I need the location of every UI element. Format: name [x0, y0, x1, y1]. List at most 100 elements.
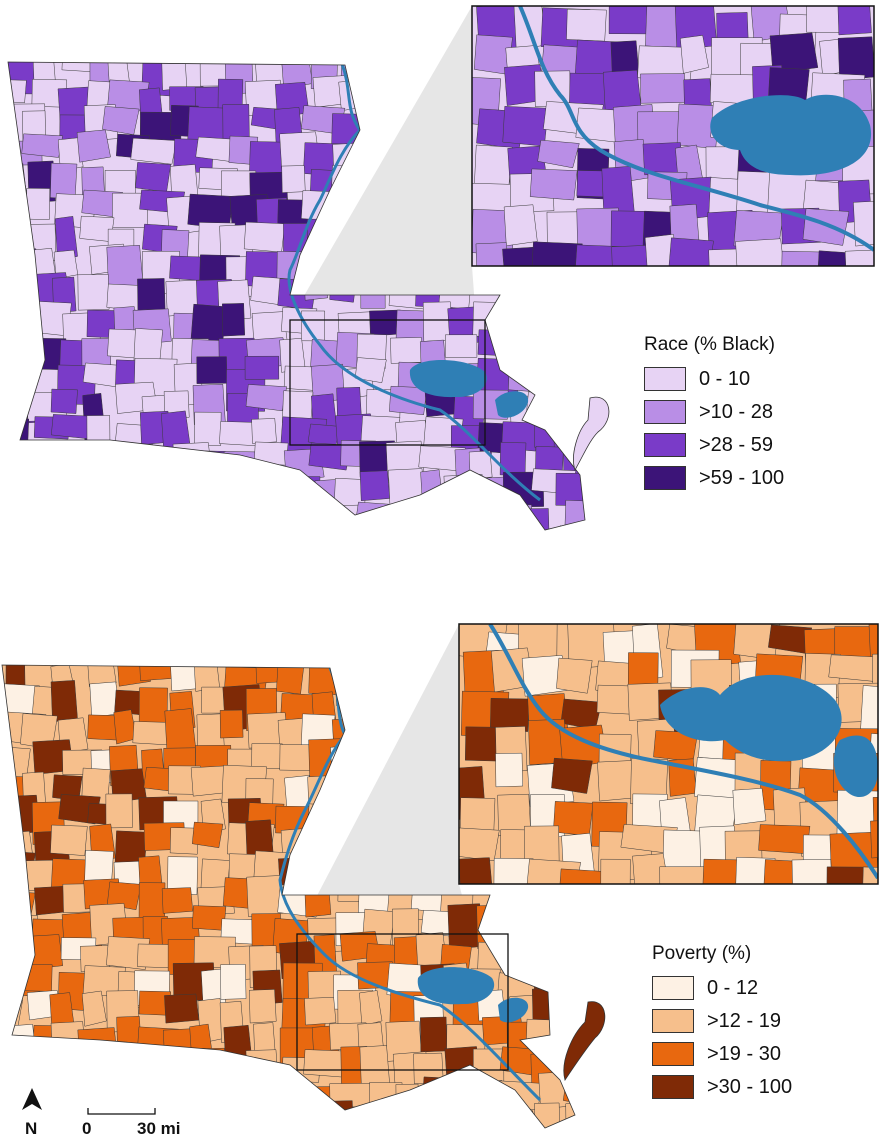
- census-tract: [60, 509, 94, 530]
- inset-extent-box: [289, 319, 486, 446]
- inset-frame: [471, 5, 875, 267]
- census-tract: [735, 238, 784, 266]
- census-tract: [668, 237, 714, 266]
- census-tract: [586, 1101, 611, 1128]
- census-tract: [427, 1130, 465, 1141]
- census-tract: [54, 216, 78, 262]
- census-tract: [135, 525, 166, 530]
- census-tract: [481, 1079, 508, 1122]
- census-tract: [251, 418, 277, 444]
- census-tract: [166, 473, 201, 498]
- census-tract: [844, 249, 874, 266]
- census-tract: [199, 1105, 238, 1128]
- legend-item: >10 - 28: [644, 398, 784, 426]
- census-tract: [417, 1101, 463, 1128]
- census-tract: [188, 450, 227, 492]
- census-tract: [8, 228, 34, 255]
- census-tract: [588, 1045, 621, 1081]
- census-tract: [503, 941, 538, 971]
- census-tract: [8, 417, 30, 458]
- census-tract: [172, 442, 212, 474]
- legend-label: >59 - 100: [699, 466, 785, 489]
- census-tract: [563, 356, 585, 398]
- census-tract: [282, 1075, 306, 1118]
- census-tract: [575, 244, 623, 266]
- legend-label: >28 - 59: [699, 433, 773, 456]
- census-tract: [528, 311, 568, 335]
- census-tract: [828, 654, 878, 683]
- census-tract: [489, 698, 530, 732]
- census-tract: [565, 1103, 575, 1128]
- census-tract: [81, 990, 107, 1027]
- census-tract: [360, 717, 390, 765]
- census-tract: [249, 989, 277, 1024]
- census-tract: [600, 858, 631, 884]
- census-tract: [611, 244, 656, 266]
- census-tract: [758, 824, 811, 855]
- legend-item: >12 - 19: [652, 1007, 792, 1035]
- census-tract: [306, 803, 346, 838]
- census-tract: [459, 857, 493, 884]
- census-tract: [106, 283, 143, 311]
- census-tract: [8, 439, 31, 468]
- legend-item: 0 - 10: [644, 365, 784, 393]
- census-tract: [246, 1135, 284, 1141]
- legend-swatch: [644, 433, 686, 457]
- race-map-svg: [7, 5, 875, 545]
- census-tract: [387, 665, 417, 685]
- census-tract: [364, 1103, 405, 1128]
- census-tract: [77, 535, 117, 545]
- census-tract: [588, 536, 628, 545]
- census-tract: [140, 494, 178, 530]
- legend-title: Poverty (%): [652, 943, 752, 964]
- census-tract: [281, 534, 310, 545]
- census-tract: [338, 79, 375, 112]
- census-tract: [425, 509, 469, 530]
- census-tract: [253, 500, 296, 530]
- census-tract: [57, 441, 96, 480]
- poverty-map-panel: N 0 30 mi Poverty (%) 0 - 12 >12 - 19 >1…: [0, 610, 880, 1141]
- census-tract: [853, 201, 874, 247]
- census-tract: [229, 504, 265, 530]
- legend-label: >30 - 100: [707, 1075, 793, 1098]
- census-tract: [551, 757, 593, 794]
- census-tract: [584, 965, 615, 999]
- census-tract: [361, 1135, 388, 1141]
- legend-swatch: [652, 1009, 694, 1033]
- census-tract: [336, 386, 362, 418]
- census-tract: [8, 475, 29, 510]
- census-tract: [107, 509, 141, 530]
- census-tract: [501, 535, 535, 545]
- census-tract: [802, 208, 850, 246]
- census-tract: [86, 415, 111, 449]
- census-tract: [473, 531, 511, 545]
- census-tract: [111, 441, 153, 473]
- census-tract: [495, 752, 524, 788]
- census-tract: [421, 1076, 465, 1107]
- legend-swatch: [652, 1075, 694, 1099]
- census-tract: [359, 686, 405, 719]
- census-tract: [102, 106, 140, 136]
- census-tract: [8, 247, 37, 278]
- inset-extent-box: [296, 933, 509, 1071]
- census-tract: [254, 526, 285, 530]
- census-tract: [167, 856, 198, 895]
- census-tract: [503, 277, 531, 322]
- scale-start-label: 0: [82, 1119, 92, 1138]
- census-tract: [76, 129, 111, 163]
- census-tract: [479, 1131, 519, 1141]
- census-tract: [394, 1109, 441, 1128]
- census-tract: [498, 1110, 537, 1128]
- race-inset-map: [472, 6, 874, 266]
- census-tract: [8, 528, 31, 530]
- census-tract: [135, 162, 172, 193]
- census-tract: [219, 709, 244, 739]
- eastern-marsh-island: [563, 1001, 606, 1081]
- legend-swatch: [652, 976, 694, 1000]
- census-tract: [194, 526, 230, 530]
- census-tract: [286, 1133, 315, 1141]
- census-tract: [227, 472, 255, 497]
- legend-swatch: [644, 367, 686, 391]
- inset-lake-pontchartrain: [660, 674, 842, 762]
- census-tract: [732, 788, 767, 825]
